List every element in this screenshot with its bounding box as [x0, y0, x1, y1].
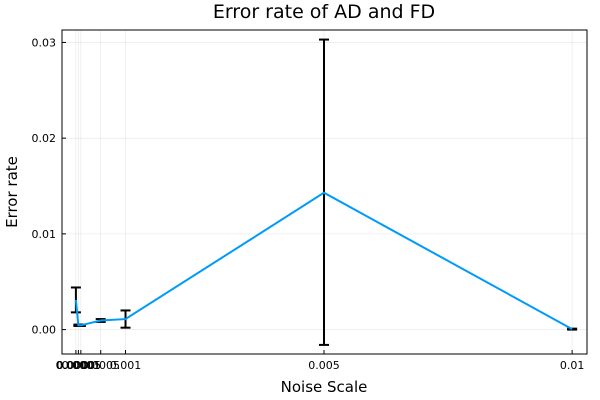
x-tick-label: 0.0000 [57, 359, 96, 372]
x-tick-label: 0.005 [308, 359, 340, 372]
x-tick-label: 0.01 [560, 359, 585, 372]
x-tick-label: 0.001 [110, 359, 142, 372]
y-tick-label: 0.00 [32, 324, 57, 337]
y-tick-layer: 0.00 0.01 0.02 0.03 [32, 36, 66, 337]
x-tick-label: 0.0005 [81, 359, 120, 372]
y-tick-label: 0.02 [32, 132, 57, 145]
x-axis-label: Noise Scale [281, 378, 368, 396]
x-tick-label: 0.0001 [62, 359, 101, 372]
chart-title: Error rate of AD and FD [213, 1, 435, 23]
y-axis-label: Error rate [3, 156, 21, 228]
series-line [74, 191, 573, 330]
x-tick-label: 0.00005 [56, 359, 102, 372]
y-tick-label: 0.03 [32, 36, 57, 49]
y-tick-label: 0.01 [32, 228, 57, 241]
